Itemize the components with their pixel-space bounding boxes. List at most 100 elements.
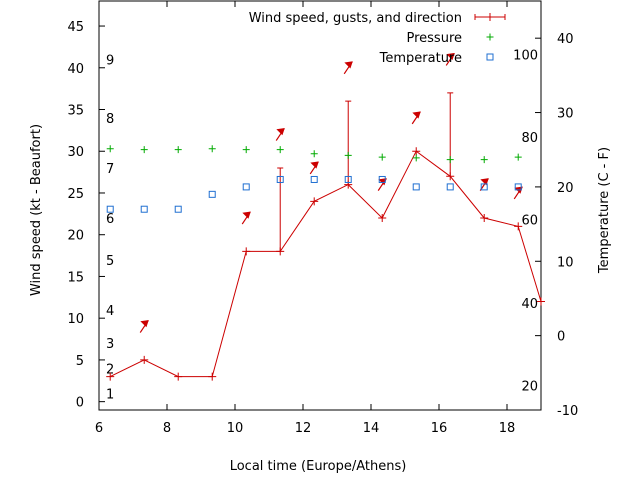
temperature-point	[106, 205, 114, 213]
x-tick-label: 16	[431, 421, 448, 436]
y-tick-label: 15	[67, 270, 84, 285]
axis-labels-group: Local time (Europe/Athens) Wind speed (k…	[29, 124, 612, 474]
data-group	[106, 52, 545, 381]
temperature-point	[514, 183, 522, 191]
temperature-point	[344, 175, 352, 183]
wind-speed-point	[412, 147, 421, 156]
beaufort-label: 1	[106, 387, 114, 402]
fahrenheit-label: 40	[521, 297, 538, 312]
y-tick-label: 45	[67, 20, 84, 35]
pressure-point	[480, 156, 488, 164]
temperature-point	[242, 183, 250, 191]
y2-tick-label: 0	[557, 330, 565, 345]
x-tick-label: 12	[295, 421, 312, 436]
beaufort-label: 4	[106, 304, 114, 319]
wind-direction-arrowhead	[310, 161, 319, 169]
x-tick-label: 18	[499, 421, 516, 436]
legend-key-wind	[474, 13, 506, 21]
beaufort-label: 2	[106, 362, 114, 377]
x-tick-label: 6	[95, 421, 103, 436]
beaufort-label: 5	[106, 254, 114, 269]
wind-speed-point	[208, 372, 217, 381]
temperature-point	[412, 183, 420, 191]
y2-tick-label: 20	[557, 181, 574, 196]
pressure-point	[344, 151, 352, 159]
y2-axis-label: Temperature (C - F)	[597, 147, 612, 274]
temperature-point	[208, 190, 216, 198]
temperature-point	[480, 183, 488, 191]
pressure-point	[514, 153, 522, 161]
y-tick-label: 10	[67, 312, 84, 327]
x-tick-label: 14	[363, 421, 380, 436]
wind-speed-point	[242, 247, 251, 256]
temperature-point	[140, 205, 148, 213]
wind-gust-bar	[277, 167, 284, 252]
x-tick-label: 10	[227, 421, 244, 436]
legend-key-pressure	[486, 33, 494, 41]
beaufort-label: 3	[106, 337, 114, 352]
wind-direction-arrowhead	[344, 61, 353, 69]
y-tick-label: 40	[67, 62, 84, 77]
temperature-point	[446, 183, 454, 191]
pressure-point	[378, 153, 386, 161]
y-axis-label: Wind speed (kt - Beaufort)	[29, 124, 44, 296]
legend: Wind speed, gusts, and direction Pressure…	[249, 11, 506, 66]
y2-tick-label: 10	[557, 255, 574, 270]
legend-label: Pressure	[406, 31, 462, 46]
pressure-point	[412, 154, 420, 162]
legend-label: Wind speed, gusts, and direction	[249, 11, 462, 26]
wind-direction-arrowhead	[480, 178, 489, 186]
pressure-point	[276, 146, 284, 154]
y-tick-label: 35	[67, 104, 84, 119]
y-tick-label: 5	[76, 354, 84, 369]
wind-speed-point	[537, 297, 545, 306]
temperature-point	[378, 175, 386, 183]
temperature-point	[276, 175, 284, 183]
beaufort-label: 7	[106, 162, 114, 177]
wind-speed-point	[106, 372, 115, 381]
plot-frame	[98, 0, 542, 411]
legend-label: Temperature	[379, 51, 462, 66]
y-tick-label: 20	[67, 229, 84, 244]
pressure-point	[242, 146, 250, 154]
wind-gust-bar	[447, 92, 454, 177]
beaufort-label: 6	[106, 212, 114, 227]
pressure-point	[174, 146, 182, 154]
wind-direction-arrowhead	[242, 211, 251, 219]
fahrenheit-label: 20	[521, 379, 538, 394]
wind-speed-line	[109, 150, 542, 378]
y-tick-label: 0	[76, 396, 84, 411]
temperature-point	[174, 205, 182, 213]
y-tick-label: 25	[67, 187, 84, 202]
plot-frame-group	[98, 0, 542, 411]
wind-speed-point	[514, 222, 523, 231]
pressure-point	[208, 145, 216, 153]
wind-speed-point	[310, 197, 319, 206]
wind-speed-point	[140, 355, 149, 364]
y2-tick-label: -10	[557, 404, 578, 419]
fahrenheit-label: 60	[521, 214, 538, 229]
fahrenheit-label: 80	[521, 131, 538, 146]
y2-tick-label: 30	[557, 107, 574, 122]
y2-tick-label: 40	[557, 32, 574, 47]
beaufort-label: 9	[106, 53, 114, 68]
wind-gust-bar	[345, 100, 352, 185]
x-axis-label: Local time (Europe/Athens)	[230, 459, 407, 474]
pressure-point	[106, 145, 114, 153]
wind-speed-point	[174, 372, 183, 381]
x-tick-label: 8	[163, 421, 171, 436]
pressure-point	[140, 146, 148, 154]
legend-key-temperature	[486, 53, 494, 61]
pressure-point	[310, 150, 318, 158]
wind-direction-arrowhead	[412, 111, 421, 119]
temperature-point	[310, 175, 318, 183]
wind-direction-arrowhead	[140, 320, 149, 328]
wind-speed-point	[480, 214, 489, 223]
fahrenheit-label: 100	[513, 49, 538, 64]
ticks-group: 6 8 10 12 14 16 18051015202530354045-100102030…	[67, 1, 578, 436]
beaufort-label: 8	[106, 112, 114, 127]
wind-direction-arrowhead	[276, 128, 285, 136]
y-tick-label: 30	[67, 145, 84, 160]
wind-direction-arrowhead	[446, 52, 455, 61]
